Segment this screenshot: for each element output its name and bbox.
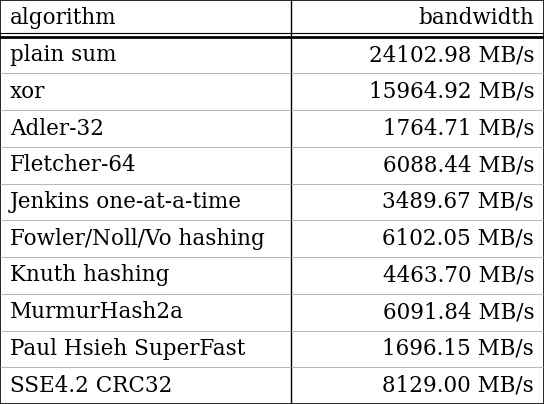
Text: Fowler/Noll/Vo hashing: Fowler/Noll/Vo hashing [10, 228, 265, 250]
Text: Knuth hashing: Knuth hashing [10, 265, 169, 286]
Text: Jenkins one-at-a-time: Jenkins one-at-a-time [10, 191, 242, 213]
Text: 3489.67 MB/s: 3489.67 MB/s [382, 191, 534, 213]
Text: algorithm: algorithm [10, 7, 116, 29]
Text: Paul Hsieh SuperFast: Paul Hsieh SuperFast [10, 338, 245, 360]
Text: Fletcher-64: Fletcher-64 [10, 154, 137, 176]
Text: plain sum: plain sum [10, 44, 116, 66]
Text: 8129.00 MB/s: 8129.00 MB/s [382, 375, 534, 397]
Text: SSE4.2 CRC32: SSE4.2 CRC32 [10, 375, 172, 397]
Text: 1696.15 MB/s: 1696.15 MB/s [382, 338, 534, 360]
Text: 6102.05 MB/s: 6102.05 MB/s [382, 228, 534, 250]
Text: 6091.84 MB/s: 6091.84 MB/s [382, 301, 534, 323]
Text: xor: xor [10, 81, 45, 103]
Text: MurmurHash2a: MurmurHash2a [10, 301, 184, 323]
Text: 15964.92 MB/s: 15964.92 MB/s [369, 81, 534, 103]
Text: bandwidth: bandwidth [418, 7, 534, 29]
Text: Adler-32: Adler-32 [10, 118, 104, 139]
Text: 1764.71 MB/s: 1764.71 MB/s [383, 118, 534, 139]
Text: 4463.70 MB/s: 4463.70 MB/s [382, 265, 534, 286]
Text: 24102.98 MB/s: 24102.98 MB/s [369, 44, 534, 66]
Text: 6088.44 MB/s: 6088.44 MB/s [383, 154, 534, 176]
